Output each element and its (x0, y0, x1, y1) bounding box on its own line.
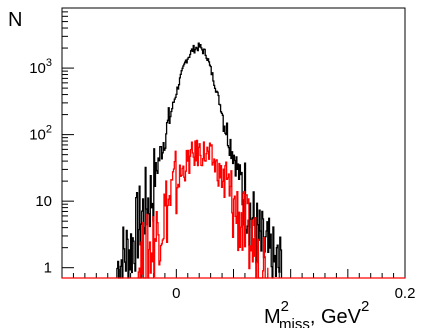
y-tick-label-exponent: 2 (46, 124, 52, 136)
y-tick-label: 10 (35, 193, 52, 210)
y-tick-label-mantissa: 1 (44, 260, 52, 277)
x-tick-label: 0.2 (395, 285, 416, 302)
x-tick-label: 0 (172, 285, 180, 302)
series-line-2 (137, 139, 269, 279)
y-axis-ticks (62, 7, 74, 269)
y-tick-label: 103 (29, 57, 52, 77)
y-tick-label: 102 (29, 124, 52, 144)
series-layer (62, 42, 405, 279)
x-axis-title-suffix-sup: 2 (361, 298, 369, 315)
x-axis-title-base: M (264, 306, 281, 328)
y-tick-label-mantissa: 10 (35, 193, 52, 210)
y-tick-label-mantissa: 10 (29, 60, 46, 77)
y-tick-label: 1 (44, 260, 52, 277)
x-axis-title: M2 miss, GeV2 (264, 298, 369, 328)
y-tick-label-exponent: 3 (46, 57, 52, 69)
x-axis-tick-labels: 0 0.2 (172, 285, 415, 302)
x-axis-ticks (61, 269, 406, 278)
y-tick-label-mantissa: 10 (29, 127, 46, 144)
x-axis-title-sub: miss (279, 316, 310, 328)
x-axis-title-suffix: , GeV (310, 306, 362, 328)
y-axis-title: N (8, 9, 22, 31)
x-axis-title-sup: 2 (281, 298, 289, 315)
